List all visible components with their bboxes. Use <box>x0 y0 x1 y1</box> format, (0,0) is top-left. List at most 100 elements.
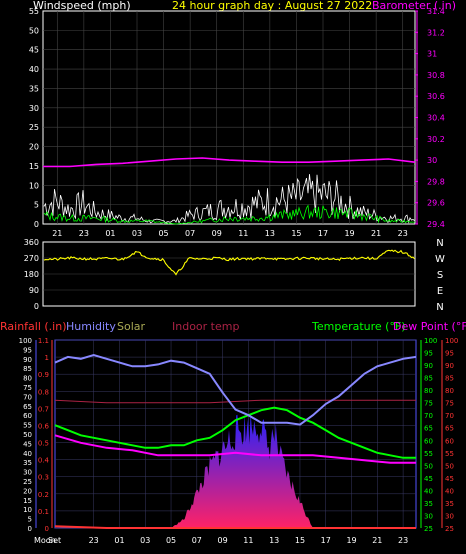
compass-label: S <box>437 270 443 281</box>
rain-tick-label: 0.9 <box>38 371 49 379</box>
solar-area <box>55 413 416 528</box>
wind-plot-frame <box>42 10 416 225</box>
dewpoint-tick-labels: 25 30 35 40 45 50 55 60 65 70 75 80 85 90 95 100 <box>445 337 458 533</box>
dewpoint-tick-label: 90 <box>445 362 454 370</box>
humidity-tick-label: 45 <box>23 440 32 448</box>
temperature-tick-label: 35 <box>424 500 433 508</box>
rain-tick-label: 1.1 <box>38 337 49 345</box>
legend-indoor-temp: Indoor temp <box>172 320 239 333</box>
windspeed-tick-label: 20 <box>29 143 39 152</box>
wind-time-tick-label: 03 <box>132 229 142 238</box>
temperature-tick-label: 85 <box>424 375 433 383</box>
humidity-tick-label: 65 <box>23 403 32 411</box>
temp-time-tick-label: 17 <box>321 536 331 545</box>
windspeed-tick-label: 25 <box>29 123 39 132</box>
dewpoint-tick-label: 70 <box>445 412 454 420</box>
barometer-tick-label: 30.2 <box>427 135 445 144</box>
temp-time-tick-label: 11 <box>243 536 253 545</box>
temp-time-tick-label: 21 <box>372 536 382 545</box>
windspeed-tick-label: 35 <box>29 84 39 93</box>
temperature-tick-label: 65 <box>424 425 433 433</box>
temp-time-tick-label: 23 <box>89 536 99 545</box>
direction-tick-labels: 0 90 180 270 360 <box>24 238 39 311</box>
wind-time-tick-label: 17 <box>318 229 328 238</box>
temp-time-tick-label: 19 <box>346 536 356 545</box>
barometer-tick-label: 29.8 <box>427 177 445 186</box>
temperature-humidity-chart: Rainfall (.in) Humidity Solar Indoor tem… <box>0 320 466 545</box>
temperature-tick-label: 25 <box>424 525 433 533</box>
windspeed-tick-label: 30 <box>29 104 39 113</box>
humidity-tick-label: 90 <box>23 356 32 364</box>
humidity-tick-label: 75 <box>23 384 32 392</box>
wind-time-tick-label: 15 <box>291 229 301 238</box>
rain-tick-label: 0.1 <box>38 508 49 516</box>
temp-time-tick-label: 01 <box>114 536 124 545</box>
temp-time-tick-label: Set <box>48 536 61 545</box>
barometer-tick-label: 30.8 <box>427 71 445 80</box>
rain-tick-label: 0.4 <box>38 457 50 465</box>
temp-time-tick-label: 09 <box>218 536 228 545</box>
temp-time-tick-label: 13 <box>269 536 279 545</box>
temperature-line <box>54 406 416 459</box>
humidity-tick-label: 0 <box>28 525 32 533</box>
humidity-tick-label: 95 <box>23 346 32 354</box>
wind-time-tick-label: 13 <box>265 229 275 238</box>
rain-tick-labels: 0 0.1 0.2 0.3 0.4 0.5 0.6 0.7 0.8 0.9 1 1.1 <box>38 337 50 533</box>
rain-tick-label: 1 <box>45 354 49 362</box>
dewpoint-tick-label: 30 <box>445 512 454 520</box>
humidity-tick-label: 15 <box>23 497 32 505</box>
humidity-tick-label: 30 <box>23 469 32 477</box>
wind-time-tick-label: 19 <box>344 229 354 238</box>
rain-tick-label: 0.7 <box>38 405 49 413</box>
humidity-tick-label: 85 <box>23 365 32 373</box>
rain-tick-label: 0.2 <box>38 491 49 499</box>
humidity-tick-label: 70 <box>23 393 32 401</box>
dewpoint-tick-label: 40 <box>445 487 454 495</box>
dewpoint-tick-label: 65 <box>445 425 454 433</box>
temp-time-tick-label: Moon <box>34 536 56 545</box>
humidity-tick-label: 5 <box>28 516 32 524</box>
direction-tick-label: 0 <box>34 302 39 311</box>
barometer-tick-labels: 29.4 29.6 29.8 30 30.2 30.4 30.6 30.8 31 31.2 31.4 <box>415 7 445 229</box>
barometer-line <box>43 157 416 168</box>
temperature-tick-label: 95 <box>424 350 433 358</box>
windspeed-tick-label: 10 <box>29 181 39 190</box>
direction-line <box>43 249 415 276</box>
windspeed-tick-label: 55 <box>29 7 39 16</box>
wind-barometer-chart: Windspeed (mph) 24 hour graph day : Augu… <box>29 0 456 238</box>
barometer-tick-label: 31 <box>427 50 437 59</box>
dewpoint-tick-label: 45 <box>445 475 454 483</box>
barometer-tick-label: 30.6 <box>427 92 445 101</box>
temperature-tick-label: 75 <box>424 400 433 408</box>
rain-tick-label: 0 <box>45 525 49 533</box>
wind-gridlines <box>43 11 415 224</box>
temperature-tick-label: 60 <box>424 437 433 445</box>
barometer-tick-label: 31.2 <box>427 28 445 37</box>
humidity-tick-label: 25 <box>23 478 32 486</box>
wind-series <box>43 157 416 225</box>
temperature-tick-label: 80 <box>424 387 433 395</box>
wind-time-tick-labels: 21 23 01 03 05 07 09 11 13 15 17 19 21 23 <box>52 229 408 238</box>
wind-time-tick-label: 05 <box>158 229 168 238</box>
compass-label: W <box>435 254 445 265</box>
temperature-tick-labels: 25 30 35 40 45 50 55 60 65 70 75 80 85 90 95 100 <box>424 337 437 533</box>
windspeed-tick-label: 50 <box>29 26 39 35</box>
humidity-tick-label: 50 <box>23 431 32 439</box>
dewpoint-tick-label: 55 <box>445 450 454 458</box>
temp-time-tick-label: 03 <box>140 536 150 545</box>
barometer-tick-label: 29.6 <box>427 199 445 208</box>
dewpoint-tick-label: 75 <box>445 400 454 408</box>
temperature-tick-label: 55 <box>424 450 433 458</box>
wind-time-tick-label: 11 <box>238 229 248 238</box>
temperature-tick-label: 30 <box>424 512 433 520</box>
humidity-tick-label: 60 <box>23 412 32 420</box>
barometer-tick-label: 30 <box>427 156 437 165</box>
barometer-tick-label: 30.4 <box>427 114 445 123</box>
chart-title: 24 hour graph day : August 27 2022 <box>172 0 372 12</box>
dewpoint-tick-label: 25 <box>445 525 454 533</box>
rain-tick-label: 0.8 <box>38 388 49 396</box>
